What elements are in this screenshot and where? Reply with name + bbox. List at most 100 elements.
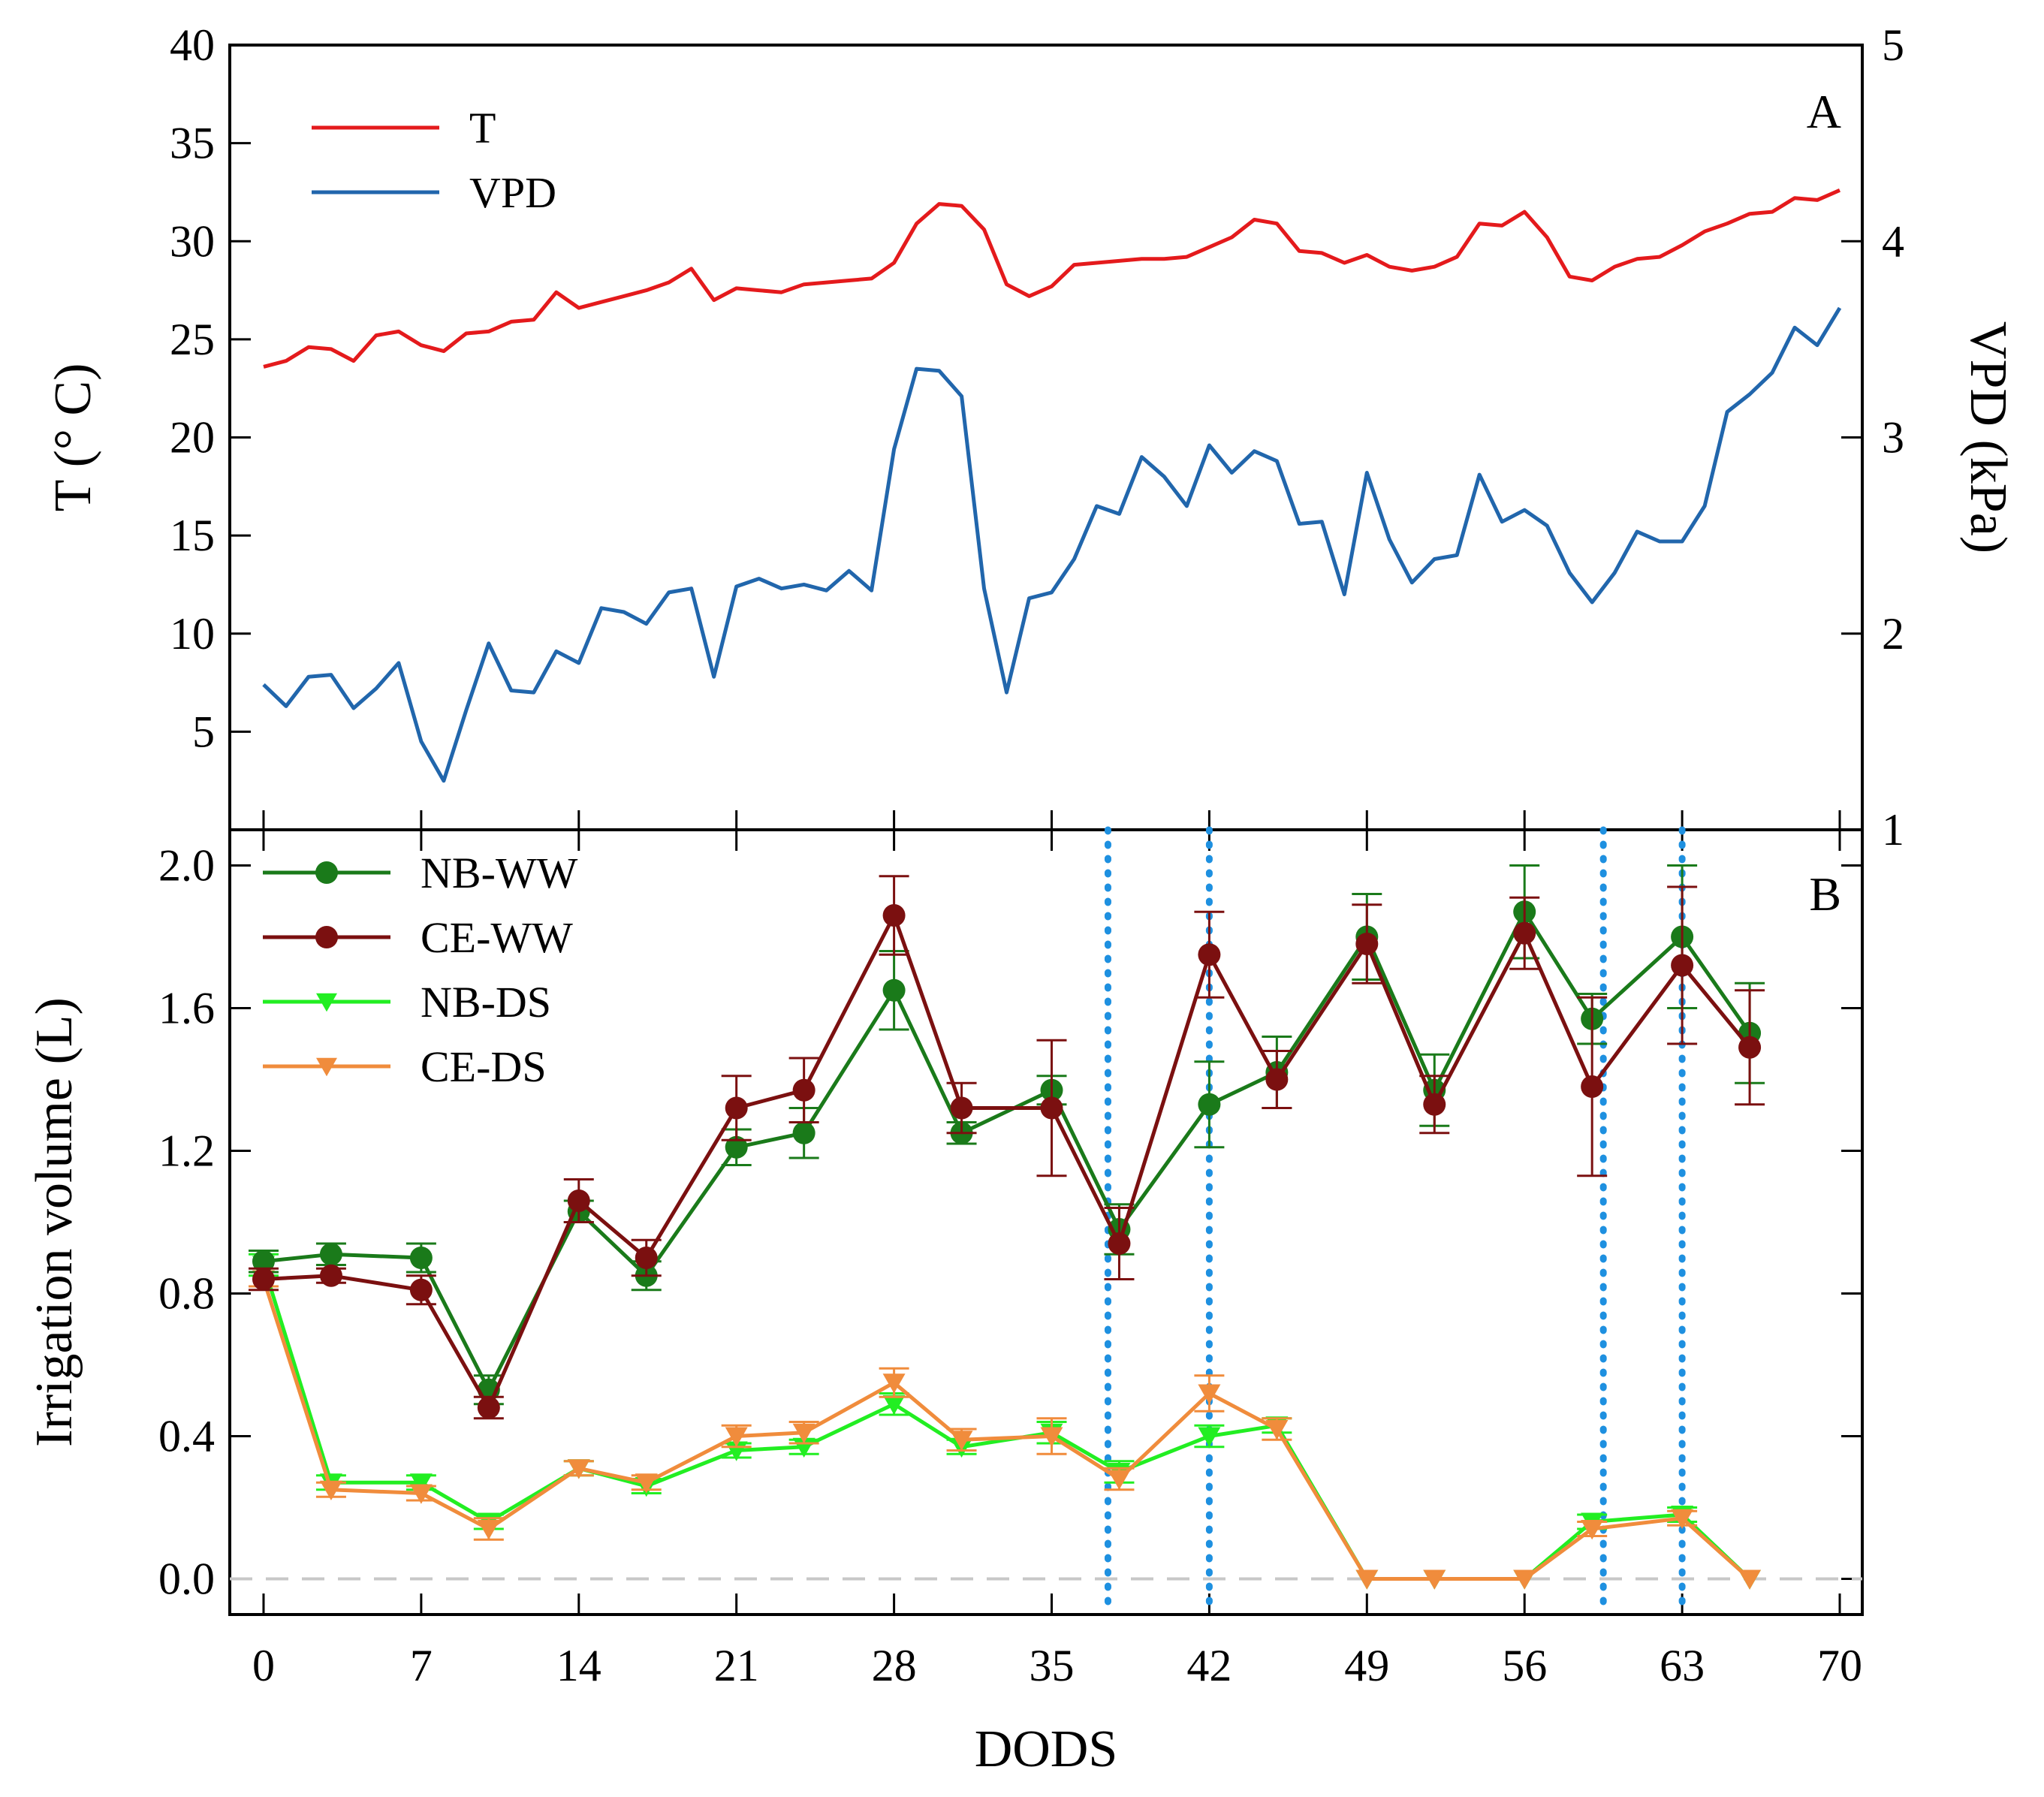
point-ce-ww: [792, 1078, 815, 1102]
panel-b-x-tick-label: 49: [1344, 1641, 1389, 1690]
point-ce-ds: [1040, 1427, 1063, 1447]
panel-b-x-axis-title: DODS: [975, 1720, 1118, 1778]
legend-label-nb-ds: NB-DS: [421, 978, 551, 1027]
point-ce-ww: [1355, 933, 1379, 955]
point-ce-ww: [477, 1396, 500, 1419]
point-ce-ds: [1513, 1569, 1536, 1590]
panel-a-label: A: [1807, 85, 1841, 138]
point-ce-ww: [567, 1189, 590, 1212]
panel-b-x-tick-label: 35: [1029, 1641, 1074, 1690]
legend-marker-ce-ds: [316, 1057, 337, 1077]
legend-label-ce-ds: CE-DS: [421, 1042, 547, 1091]
panel-a-right-axis: 1 2 3 4 5: [1841, 20, 1904, 855]
legend-label-vpd: VPD: [469, 168, 556, 217]
legend-marker-nb-ww: [315, 861, 338, 884]
point-ce-ds: [1423, 1569, 1446, 1590]
panel-a-right-tick-label: 4: [1882, 216, 1904, 266]
point-nb-ds: [882, 1394, 906, 1415]
panel-a-frame: [228, 44, 1864, 831]
panel-a-right-axis-title: VPD (kPa): [1959, 321, 2017, 553]
point-ce-ww: [1738, 1036, 1762, 1059]
panel-b-series: [248, 864, 1765, 1590]
panel-b-x-tick-label: 0: [252, 1641, 275, 1690]
panel-a-left-tick-label: 20: [170, 413, 215, 463]
panel-b-x-tick-label: 63: [1660, 1641, 1705, 1690]
panel-b-x-tick-label: 7: [410, 1641, 433, 1690]
panel-b-y-axis: 0.0 0.4 0.8 1.2 1.6 2.0: [158, 841, 1862, 1604]
point-ce-ww: [950, 1096, 973, 1120]
point-ce-ww: [635, 1247, 658, 1269]
panel-a-right-tick-label: 2: [1882, 609, 1904, 659]
panel-b-x-tick-label: 70: [1817, 1641, 1862, 1690]
point-ce-ds: [1581, 1520, 1604, 1540]
point-ce-ds: [477, 1520, 500, 1540]
point-nb-ww: [882, 978, 906, 1002]
point-ce-ds: [567, 1459, 590, 1479]
panel-b-frame: [228, 828, 1864, 1616]
point-ce-ww: [1423, 1093, 1446, 1116]
point-ce-ww: [1108, 1232, 1131, 1255]
panel-a-legend: T VPD: [312, 104, 556, 217]
panel-b: 0.00.40.81.21.62.0 0 7 14 21 28 35 42 49 56 63 70 …: [26, 826, 1864, 1778]
legend-label-ce-ww: CE-WW: [421, 913, 573, 962]
point-ce-ww: [1198, 943, 1221, 966]
panel-b-x-tick-label: 21: [714, 1641, 759, 1690]
panel-a-right-tick-label: 5: [1882, 20, 1904, 70]
panel-b-y-tick-label: 0.8: [158, 1269, 215, 1319]
point-ce-ww: [319, 1264, 342, 1287]
panel-b-y-tick-label: 0.4: [158, 1412, 215, 1461]
panel-a-series: [262, 188, 1842, 783]
point-ce-ww: [1581, 1075, 1604, 1098]
panel-a-left-tick-label: 30: [170, 216, 215, 266]
point-ce-ds: [882, 1373, 906, 1394]
panel-a-left-axis: 5 10 15 20 25 30 35 40: [170, 20, 1841, 830]
point-ce-ds: [1108, 1470, 1131, 1490]
panel-a-series-line-t: [263, 188, 1841, 369]
point-ce-ds: [635, 1473, 658, 1494]
point-ce-ds: [1671, 1509, 1694, 1529]
point-nb-ds: [1198, 1427, 1221, 1447]
point-ce-ds: [1355, 1569, 1379, 1590]
point-nb-ww: [252, 1250, 275, 1273]
point-ce-ds: [1265, 1420, 1289, 1440]
panel-b-x-tick-label: 42: [1186, 1641, 1232, 1690]
point-ce-ww: [1040, 1096, 1063, 1120]
series-ce-ww: [248, 875, 1765, 1420]
panel-a-left-tick-label: 5: [192, 707, 215, 756]
point-ce-ww: [882, 904, 906, 927]
point-ce-ds: [1738, 1569, 1762, 1590]
series-line-nb-ww: [263, 909, 1752, 1392]
panel-b-y-tick-label: 1.2: [158, 1126, 215, 1176]
panel-a-right-tick-label: 3: [1882, 413, 1904, 463]
panel-b-y-tick-label: 1.6: [158, 984, 215, 1033]
panel-a-series-line-vpd: [262, 306, 1842, 783]
legend-label-nb-ww: NB-WW: [421, 849, 578, 897]
panel-b-x-tick-label: 14: [556, 1641, 601, 1690]
point-ce-ds: [1198, 1384, 1221, 1404]
point-ce-ds: [409, 1484, 433, 1504]
point-nb-ww: [319, 1243, 342, 1266]
point-ce-ds: [725, 1427, 748, 1447]
legend-marker-ce-ww: [315, 926, 338, 948]
panel-b-x-tick-label: 28: [872, 1641, 917, 1690]
point-ce-ww: [409, 1278, 433, 1301]
panel-b-y-tick-label: 2.0: [158, 841, 215, 891]
panel-b-label: B: [1809, 867, 1841, 921]
panel-b-y-tick-label: 0.0: [158, 1554, 215, 1604]
legend-marker-nb-ds: [316, 993, 337, 1012]
panel-a-left-axis-title: T (° C): [44, 363, 102, 512]
panel-b-x-tick-label: 56: [1502, 1641, 1547, 1690]
point-nb-ww: [1198, 1093, 1221, 1116]
legend-label-t: T: [469, 104, 496, 152]
point-ce-ds: [319, 1480, 342, 1500]
panel-b-x-axis: 0 7 14 21 28 35 42 49 56 63 70: [252, 830, 1862, 1690]
series-line-ce-ww: [263, 913, 1752, 1410]
panel-a-left-tick-label: 40: [170, 20, 215, 70]
point-ce-ds: [792, 1423, 815, 1443]
point-ce-ww: [1265, 1068, 1289, 1091]
series-ce-ds: [248, 1270, 1762, 1590]
panel-a-left-tick-label: 35: [170, 119, 215, 168]
panel-b-legend: NB-WW CE-WW NB-DS CE-DS: [263, 849, 578, 1091]
